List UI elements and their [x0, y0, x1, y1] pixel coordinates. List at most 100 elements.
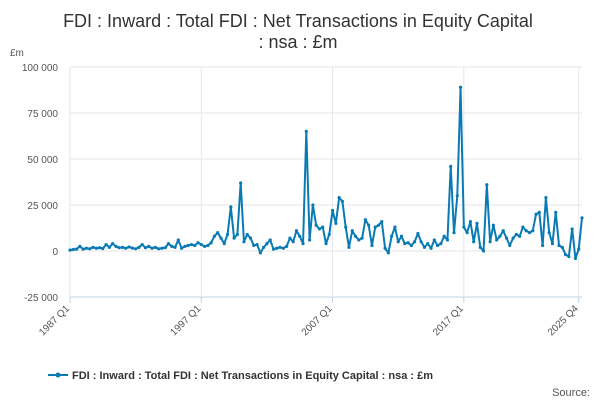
data-point[interactable]	[229, 205, 233, 209]
data-point[interactable]	[252, 243, 256, 248]
data-point[interactable]	[386, 251, 390, 255]
data-point[interactable]	[563, 253, 568, 257]
data-point[interactable]	[475, 221, 479, 225]
data-point[interactable]	[186, 243, 190, 248]
data-point[interactable]	[222, 242, 226, 246]
data-point[interactable]	[350, 229, 354, 233]
data-point[interactable]	[314, 223, 318, 227]
data-point[interactable]	[449, 164, 453, 168]
data-point[interactable]	[130, 246, 134, 250]
data-point[interactable]	[74, 247, 79, 251]
data-point[interactable]	[285, 244, 289, 248]
data-point[interactable]	[209, 241, 213, 245]
data-point[interactable]	[481, 249, 486, 253]
data-point[interactable]	[478, 245, 482, 249]
data-point[interactable]	[163, 246, 167, 250]
data-point[interactable]	[426, 242, 430, 246]
data-point[interactable]	[409, 243, 413, 248]
data-point[interactable]	[396, 240, 400, 244]
data-point[interactable]	[166, 242, 171, 246]
data-point[interactable]	[432, 238, 436, 242]
data-point[interactable]	[271, 247, 276, 251]
data-point[interactable]	[301, 242, 305, 246]
data-point[interactable]	[111, 242, 115, 246]
data-point[interactable]	[239, 181, 243, 185]
data-point[interactable]	[537, 210, 541, 214]
data-point[interactable]	[304, 129, 308, 133]
data-point[interactable]	[462, 225, 466, 229]
data-point[interactable]	[580, 216, 584, 220]
data-point[interactable]	[416, 231, 420, 236]
data-point[interactable]	[393, 225, 397, 229]
data-point[interactable]	[268, 238, 272, 242]
data-point[interactable]	[255, 242, 259, 247]
data-point[interactable]	[531, 229, 535, 233]
data-point[interactable]	[248, 236, 253, 240]
data-point[interactable]	[94, 246, 98, 250]
data-point[interactable]	[452, 231, 456, 235]
data-point[interactable]	[567, 254, 571, 259]
data-point[interactable]	[97, 246, 102, 250]
data-point[interactable]	[134, 247, 138, 251]
data-point[interactable]	[212, 234, 217, 238]
data-point[interactable]	[71, 247, 75, 252]
data-point[interactable]	[544, 196, 548, 200]
data-point[interactable]	[468, 219, 473, 224]
data-point[interactable]	[202, 244, 207, 248]
data-point[interactable]	[150, 246, 154, 250]
data-point[interactable]	[317, 227, 322, 231]
data-point[interactable]	[265, 242, 269, 246]
data-point[interactable]	[370, 243, 374, 248]
data-point[interactable]	[557, 243, 561, 248]
data-point[interactable]	[344, 225, 348, 229]
data-point[interactable]	[554, 210, 558, 214]
data-point[interactable]	[534, 212, 538, 216]
data-point[interactable]	[245, 232, 249, 237]
data-point[interactable]	[511, 236, 515, 240]
data-point[interactable]	[353, 234, 358, 238]
data-point[interactable]	[334, 221, 338, 225]
data-point[interactable]	[330, 208, 335, 213]
data-point[interactable]	[176, 238, 180, 242]
data-point[interactable]	[275, 246, 279, 250]
data-point[interactable]	[376, 223, 381, 227]
data-point[interactable]	[278, 245, 282, 249]
data-point[interactable]	[573, 256, 578, 260]
source-label[interactable]: Source:	[552, 387, 590, 399]
data-point[interactable]	[219, 236, 223, 240]
data-point[interactable]	[321, 225, 325, 229]
data-point[interactable]	[291, 240, 295, 244]
data-point[interactable]	[383, 246, 387, 250]
data-point[interactable]	[307, 238, 312, 242]
data-point[interactable]	[107, 245, 111, 249]
data-point[interactable]	[84, 246, 89, 250]
data-point[interactable]	[413, 240, 417, 244]
data-point[interactable]	[81, 247, 85, 251]
data-point[interactable]	[199, 242, 203, 247]
data-point[interactable]	[324, 242, 328, 246]
data-point[interactable]	[120, 245, 125, 249]
data-point[interactable]	[327, 232, 331, 237]
data-point[interactable]	[399, 234, 404, 238]
data-point[interactable]	[488, 240, 492, 244]
data-point[interactable]	[114, 244, 118, 248]
data-point[interactable]	[422, 245, 427, 249]
data-point[interactable]	[78, 244, 82, 248]
data-point[interactable]	[541, 243, 545, 248]
data-point[interactable]	[340, 199, 345, 203]
data-point[interactable]	[225, 232, 230, 237]
data-point[interactable]	[160, 246, 164, 250]
data-point[interactable]	[435, 243, 440, 248]
data-point[interactable]	[311, 203, 315, 207]
data-point[interactable]	[367, 223, 371, 227]
data-point[interactable]	[153, 245, 157, 249]
data-point[interactable]	[518, 234, 522, 238]
data-point[interactable]	[547, 231, 551, 235]
data-point[interactable]	[357, 238, 361, 242]
data-point[interactable]	[235, 232, 239, 237]
data-point[interactable]	[360, 236, 364, 240]
data-point[interactable]	[179, 246, 184, 250]
data-point[interactable]	[501, 229, 505, 233]
data-point[interactable]	[445, 238, 450, 242]
data-point[interactable]	[491, 223, 495, 227]
